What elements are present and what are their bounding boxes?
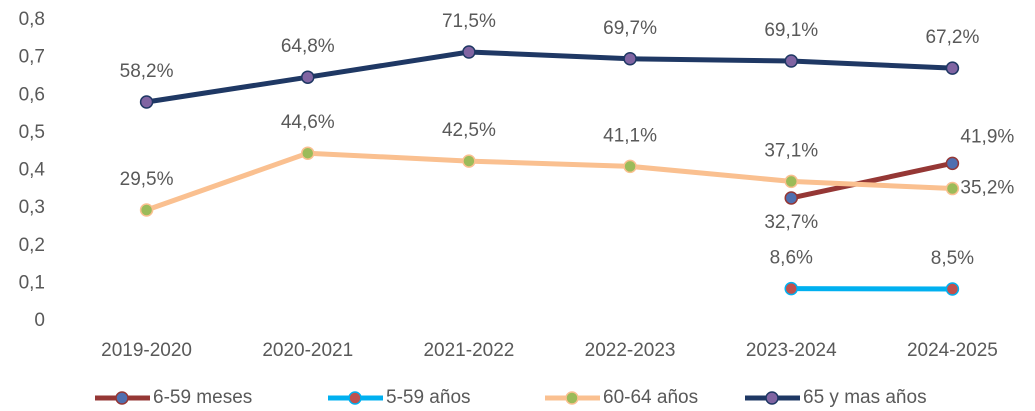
x-tick-label: 2019-2020 — [101, 340, 192, 361]
data-point — [462, 154, 476, 168]
legend-label: 60-64 años — [603, 387, 698, 408]
x-tick-label: 2021-2022 — [423, 340, 514, 361]
data-point — [139, 95, 154, 109]
data-label: 44,6% — [281, 112, 335, 133]
data-label: 37,1% — [764, 140, 818, 161]
y-tick-label: 0,3 — [19, 197, 45, 218]
legend-marker — [348, 391, 362, 405]
x-tick-label: 2023-2024 — [746, 340, 837, 361]
legend-label: 5-59 años — [386, 387, 471, 408]
y-tick-label: 0,4 — [19, 160, 46, 181]
legend-label: 6-59 meses — [153, 387, 252, 408]
y-tick-label: 0 — [34, 310, 45, 331]
y-tick-label: 0,6 — [19, 84, 45, 105]
legend-marker — [115, 391, 129, 405]
data-point — [301, 70, 315, 84]
data-point — [623, 52, 637, 66]
data-label: 58,2% — [120, 61, 174, 82]
data-label: 64,8% — [281, 36, 335, 57]
y-tick-label: 0,7 — [19, 47, 45, 68]
y-tick-label: 0,2 — [19, 235, 45, 256]
x-tick-label: 2022-2023 — [585, 340, 676, 361]
data-label: 8,6% — [770, 248, 813, 269]
data-point — [784, 281, 798, 296]
data-label: 8,5% — [931, 248, 974, 269]
data-point — [784, 174, 798, 189]
x-tick-label: 2024-2025 — [907, 340, 998, 361]
data-label: 67,2% — [925, 27, 979, 48]
data-point — [623, 159, 637, 174]
data-point — [462, 45, 476, 59]
y-tick-label: 0,8 — [19, 9, 45, 30]
data-point — [945, 61, 960, 75]
line-series — [146, 49, 953, 105]
data-point — [139, 203, 154, 217]
data-label: 29,5% — [120, 169, 174, 190]
x-tick-label: 2020-2021 — [262, 340, 353, 361]
legend-marker — [765, 391, 779, 405]
data-point — [301, 146, 315, 160]
line-series — [145, 150, 953, 213]
y-tick-label: 0,1 — [19, 272, 45, 293]
data-label: 69,7% — [603, 18, 657, 39]
data-point — [945, 282, 960, 296]
line-series — [790, 160, 953, 201]
data-label: 69,1% — [764, 20, 818, 41]
data-label: 35,2% — [960, 178, 1014, 199]
data-point — [945, 156, 960, 171]
data-label: 41,9% — [960, 126, 1014, 147]
data-point — [784, 191, 798, 205]
data-point — [784, 54, 798, 68]
y-tick-label: 0,5 — [19, 122, 45, 143]
data-label: 42,5% — [442, 120, 496, 141]
data-label: 71,5% — [442, 11, 496, 32]
legend-marker — [565, 391, 579, 405]
data-point — [945, 181, 960, 196]
data-label: 41,1% — [603, 125, 657, 146]
legend-label: 65 y mas años — [803, 387, 927, 408]
data-label: 32,7% — [764, 212, 818, 233]
